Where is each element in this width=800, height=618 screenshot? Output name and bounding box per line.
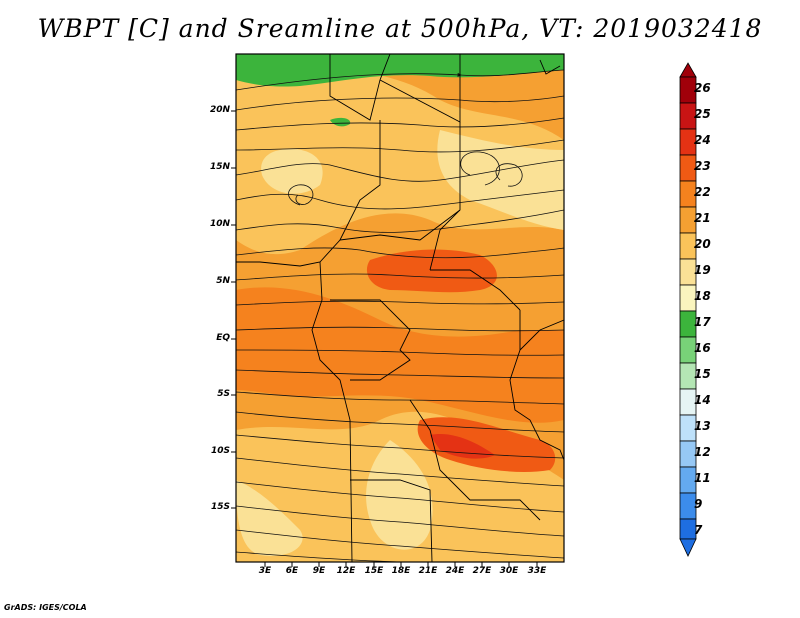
wbpt-field [236, 54, 564, 562]
country-borders [236, 54, 564, 562]
colorbar-label: 13 [694, 419, 711, 433]
colorbar-top-arrow [679, 62, 697, 78]
colorbar-label: 18 [694, 289, 711, 303]
lon-label-24e: 24E [445, 566, 465, 576]
lon-label-3e: 3E [258, 566, 272, 576]
colorbar-label: 9 [694, 497, 703, 511]
colorbar-label: 23 [694, 159, 711, 173]
colorbar-label: 26 [694, 81, 711, 95]
colorbar-label: 16 [694, 341, 711, 355]
colorbar-label: 25 [694, 107, 711, 121]
lon-label-21e: 21E [418, 566, 438, 576]
colorbar-label: 15 [694, 367, 711, 381]
colorbar-bottom-arrow [679, 538, 697, 557]
lon-label-30e: 30E [499, 566, 519, 576]
lat-label-15n: 15N [209, 162, 230, 172]
lat-label-10s: 10S [210, 446, 230, 456]
lon-label-18e: 18E [391, 566, 411, 576]
colorbar-label: 11 [694, 471, 711, 485]
axis-ticks [231, 110, 538, 567]
lon-label-12e: 12E [336, 566, 356, 576]
lon-label-15e: 15E [364, 566, 384, 576]
grads-credit: GrADS: IGES/COLA [4, 603, 87, 612]
lat-label-5n: 5N [216, 276, 230, 286]
map-frame [235, 53, 565, 563]
lat-label-eq: EQ [216, 333, 230, 343]
colorbar-label: 21 [694, 211, 711, 225]
lon-label-27e: 27E [472, 566, 492, 576]
lat-label-20n: 20N [209, 105, 230, 115]
lat-label-15s: 15S [210, 502, 230, 512]
map-title: WBPT [C] and Sreamline at 500hPa, VT: 20… [37, 14, 763, 43]
lon-label-6e: 6E [285, 566, 299, 576]
colorbar-label: 7 [694, 523, 703, 537]
lon-label-33e: 33E [527, 566, 547, 576]
colorbar-label: 12 [694, 445, 711, 459]
colorbar-label: 14 [694, 393, 711, 407]
streamlines [236, 69, 564, 562]
colorbar-label: 17 [694, 315, 711, 329]
colorbar [679, 62, 697, 557]
colorbar-label: 20 [694, 237, 711, 251]
lat-label-10n: 10N [209, 219, 230, 229]
colorbar-label: 22 [694, 185, 711, 199]
colorbar-label: 19 [694, 263, 711, 277]
colorbar-label: 24 [694, 133, 711, 147]
lon-label-9e: 9E [312, 566, 326, 576]
lat-label-5s: 5S [217, 389, 230, 399]
